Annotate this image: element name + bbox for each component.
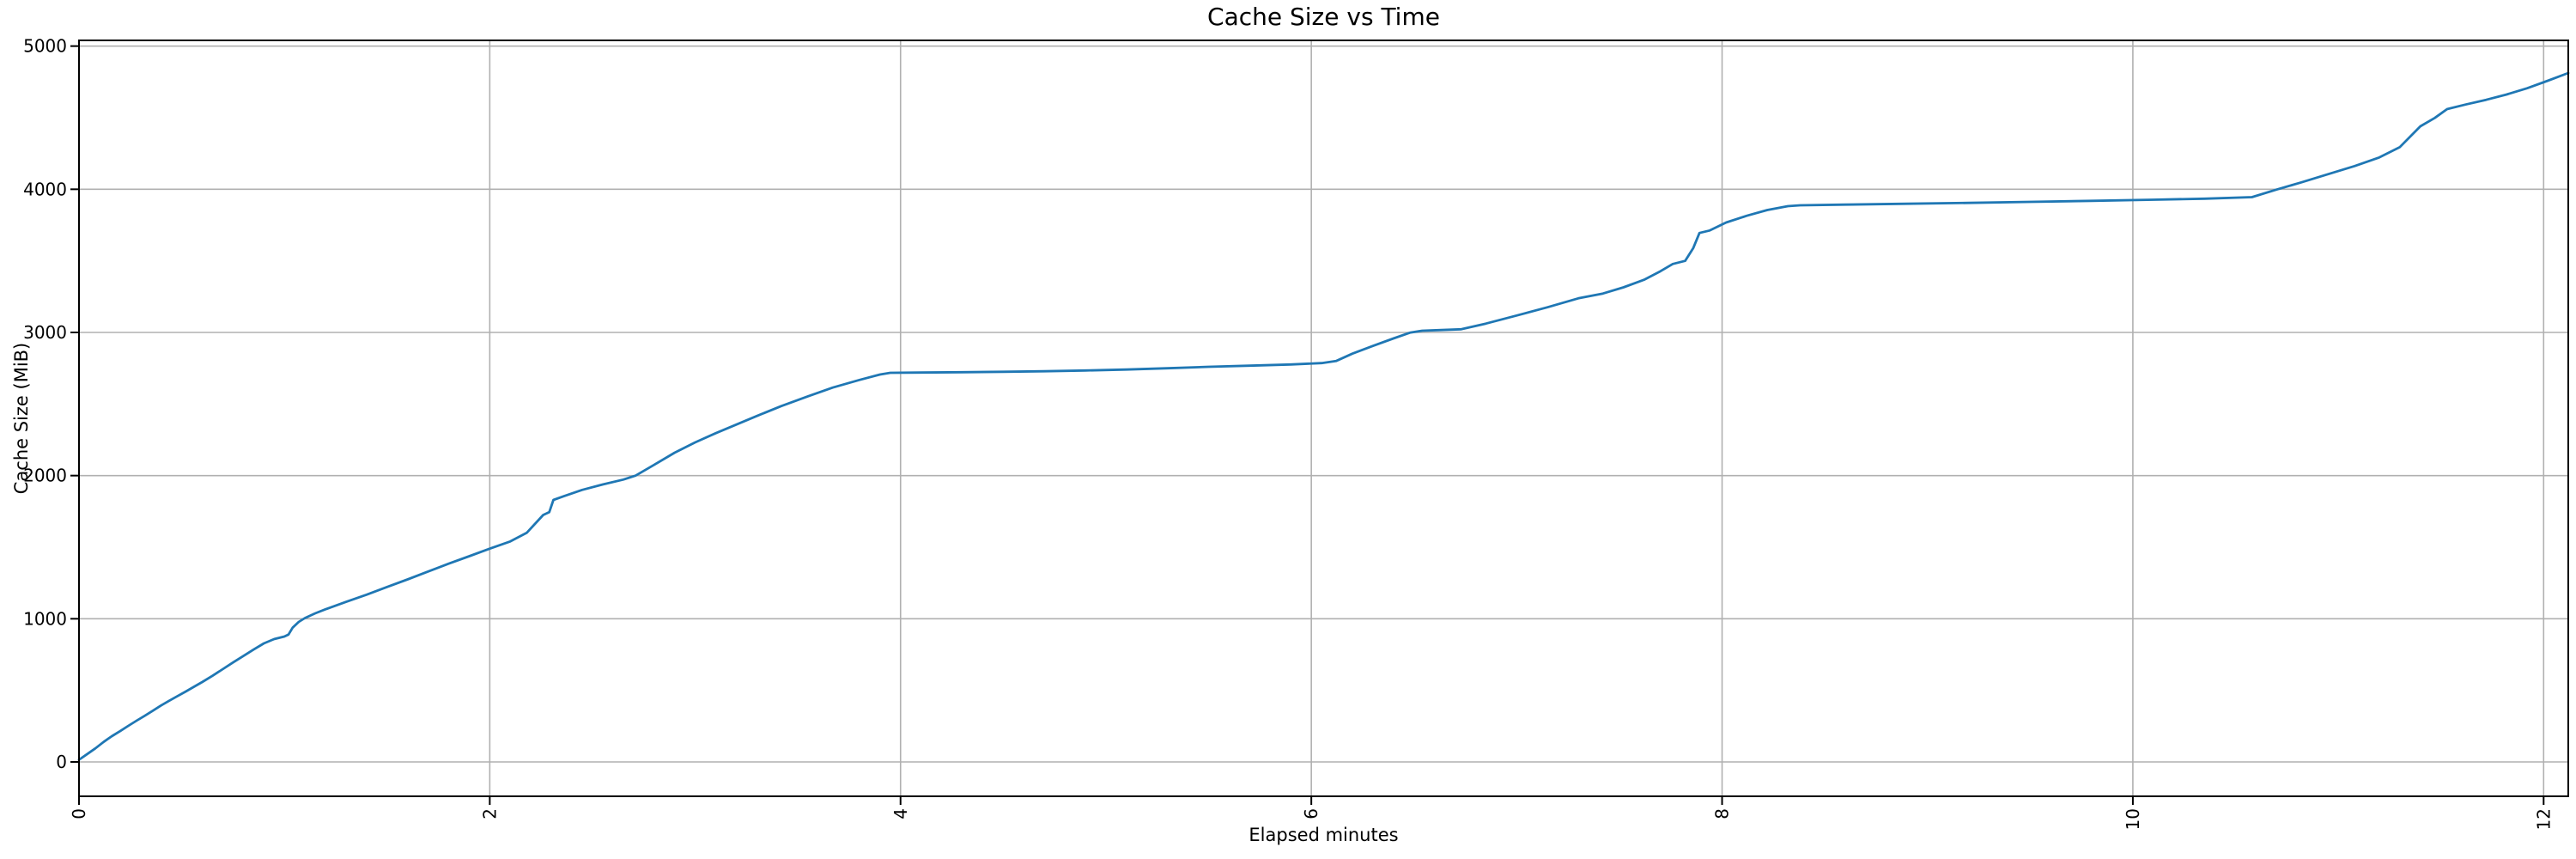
x-tick-label: 2: [479, 808, 500, 819]
y-tick-label: 1000: [23, 608, 67, 629]
y-tick-label: 2000: [23, 466, 67, 486]
chart-title: Cache Size vs Time: [1207, 3, 1440, 31]
y-tick-label: 4000: [23, 179, 67, 199]
x-tick-label: 6: [1301, 808, 1321, 819]
y-tick-label: 3000: [23, 322, 67, 343]
plot-border: [78, 40, 2569, 797]
x-tick-label: 10: [2123, 808, 2143, 830]
y-tick-label: 0: [56, 752, 67, 772]
cache-size-line: [77, 71, 2570, 761]
x-tick-label: 0: [69, 808, 89, 819]
x-tick-label: 4: [890, 808, 911, 819]
y-axis-label: Cache Size (MiB): [11, 342, 32, 495]
x-tick-label: 8: [1712, 808, 1733, 819]
x-axis-label: Elapsed minutes: [1249, 825, 1399, 845]
x-tick-label: 12: [2533, 808, 2554, 830]
y-tick-label: 5000: [23, 36, 67, 57]
